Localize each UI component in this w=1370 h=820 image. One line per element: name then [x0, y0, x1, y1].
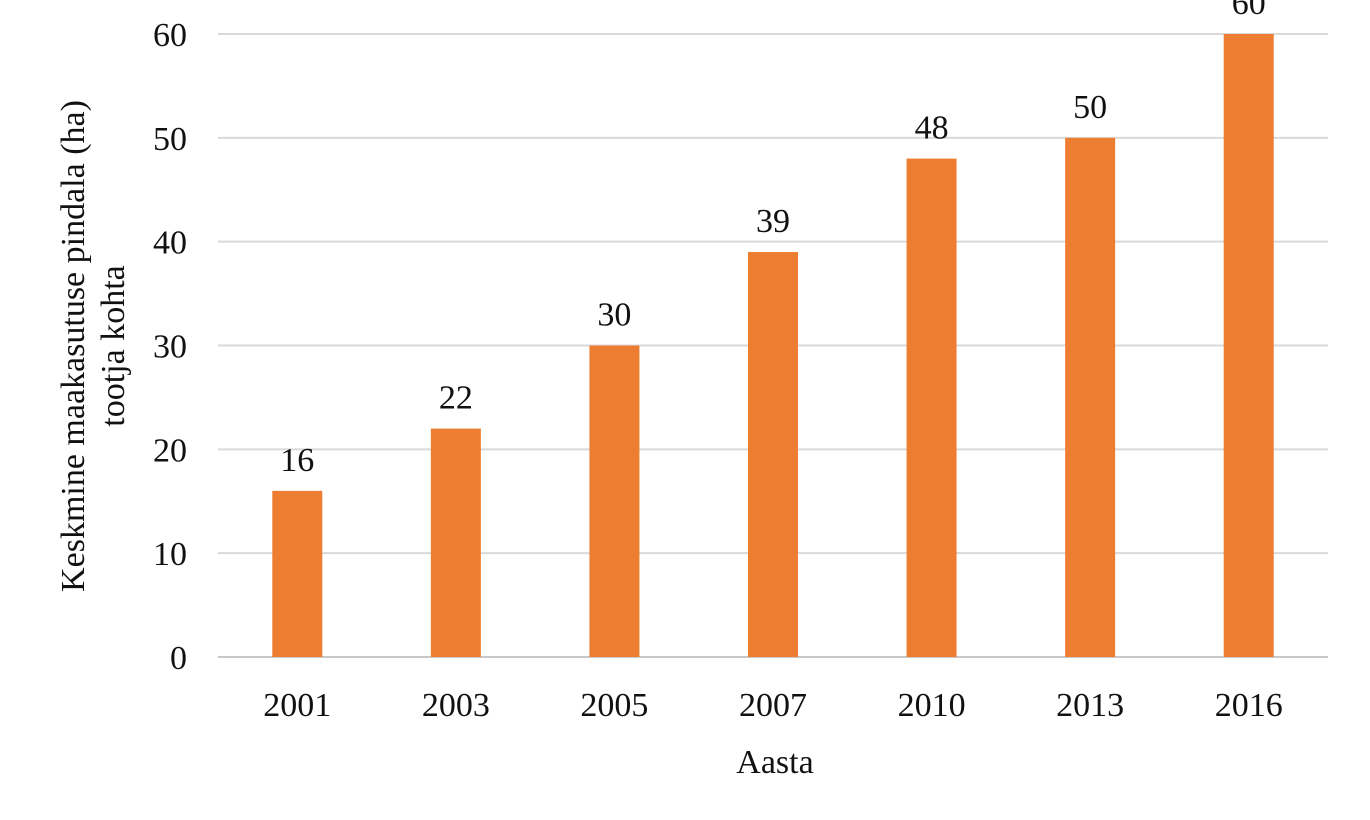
x-axis-title: Aasta — [736, 744, 813, 781]
y-axis-title-line-2: tootja kohta — [95, 265, 132, 426]
x-tick-label: 2016 — [1215, 687, 1283, 724]
y-tick-label: 60 — [153, 17, 187, 54]
bar — [748, 252, 798, 658]
x-tick-label: 2010 — [898, 687, 966, 724]
y-tick-label: 10 — [153, 536, 187, 573]
x-tick-label: 2013 — [1056, 687, 1124, 724]
y-tick-label: 40 — [153, 225, 187, 262]
bar — [906, 158, 957, 657]
y-tick-label: 30 — [153, 329, 187, 366]
data-label: 48 — [915, 110, 949, 147]
x-tick-label: 2003 — [422, 687, 490, 724]
y-tick-label: 0 — [170, 640, 187, 677]
y-axis-title-group: Keskmine maakasutuse pindala (ha) tootja… — [55, 100, 132, 592]
data-label: 22 — [439, 380, 473, 417]
x-tick-label: 2007 — [739, 687, 807, 724]
bars — [272, 34, 1274, 658]
y-tick-label: 20 — [153, 432, 187, 469]
x-tick-label: 2005 — [580, 687, 648, 724]
y-axis-ticks: 0 10 20 30 40 50 60 — [153, 17, 187, 677]
bar — [589, 345, 640, 657]
data-labels: 16 22 30 39 48 50 60 — [280, 0, 1265, 479]
data-label: 30 — [597, 297, 631, 334]
data-label: 60 — [1232, 0, 1266, 22]
y-axis-title-line-1: Keskmine maakasutuse pindala (ha) — [55, 100, 92, 592]
x-axis-ticks: 2001 2003 2005 2007 2010 2013 2016 — [263, 687, 1282, 724]
bar — [430, 428, 481, 657]
x-tick-label: 2001 — [263, 687, 331, 724]
bar — [1065, 137, 1116, 658]
data-label: 16 — [280, 442, 314, 479]
y-tick-label: 50 — [153, 121, 187, 158]
data-label: 50 — [1073, 89, 1107, 126]
bar — [272, 490, 323, 657]
bar — [1223, 34, 1274, 657]
data-label: 39 — [756, 203, 790, 240]
